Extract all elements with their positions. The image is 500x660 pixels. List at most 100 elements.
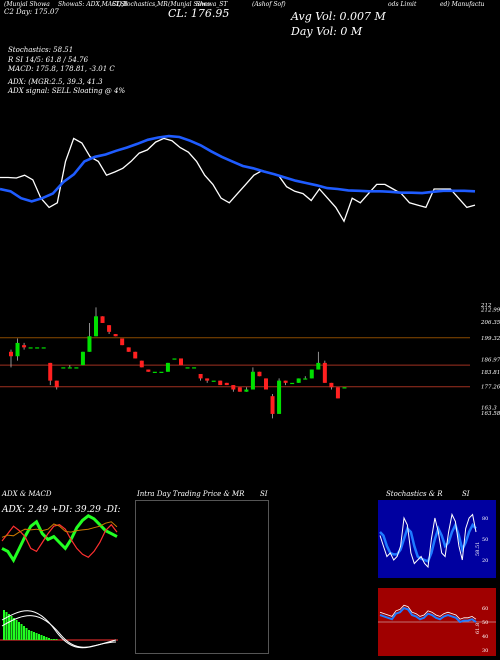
rsi-signal-line xyxy=(379,604,477,620)
candle-body xyxy=(309,369,314,379)
candle-body xyxy=(113,334,118,337)
candle-body xyxy=(283,380,288,383)
candle-body xyxy=(159,371,164,373)
candle-body xyxy=(165,362,170,372)
adx-line xyxy=(1,521,118,538)
price-tick-label: 206.35 xyxy=(480,320,500,326)
candle-body xyxy=(231,385,236,390)
candle-body xyxy=(126,347,131,352)
header-company3: ed) Manufactu xyxy=(440,1,485,8)
candle-body xyxy=(172,358,177,360)
header-nse: Showa_ST xyxy=(196,1,228,8)
macd-histogram-bar xyxy=(25,628,28,640)
candle-body xyxy=(22,345,27,348)
candle-body xyxy=(264,378,268,390)
candle-body xyxy=(257,371,262,377)
rsi-tick-label: 40 xyxy=(482,634,488,640)
macd-histogram-bar xyxy=(5,612,8,640)
macd-histogram-bar xyxy=(45,637,48,640)
rsi-tick-label: 60 xyxy=(482,606,488,612)
adx-readout: ADX: (MGR:2.5, 39.3, 41.3 xyxy=(8,78,103,86)
candle-body xyxy=(316,362,321,370)
candle-body xyxy=(74,367,79,369)
intraday-si: SI xyxy=(260,490,268,498)
price-tick-label: 163.3 xyxy=(481,405,497,411)
stoch-subpanel xyxy=(378,500,496,578)
candle-body xyxy=(9,351,13,357)
macd-histogram-bar xyxy=(30,631,33,640)
candle-body xyxy=(54,380,59,388)
price-tick-label: 186.97 xyxy=(481,358,500,364)
candle-body xyxy=(94,316,98,337)
stoch-tick-label: 80 xyxy=(482,516,488,522)
header-day-close: C2 Day: 175.07 xyxy=(4,8,59,16)
macd-signal-line xyxy=(1,615,117,648)
intraday-title: Intra Day Trading Price & MR xyxy=(137,490,245,498)
macd-histogram-bar xyxy=(8,614,10,640)
candle-body xyxy=(270,396,275,414)
adx-values: ADX: 2.49 +DI: 39.29 -DI: 41.29 xyxy=(1,505,120,515)
stochastics-readout: Stochastics: 58.51 xyxy=(8,46,74,54)
price-tick-label: 199.32 xyxy=(481,336,500,342)
macd-histogram-bar xyxy=(28,630,30,640)
price-line xyxy=(0,137,476,223)
macd-histogram-bar xyxy=(48,638,50,640)
price-tick-label: 183.81 xyxy=(481,370,500,376)
macd-histogram-bar xyxy=(20,624,23,640)
candle-body xyxy=(237,387,242,392)
intraday-panel xyxy=(135,500,269,654)
candle-body xyxy=(296,378,301,383)
macd-histogram-bar xyxy=(15,620,18,640)
candle-body xyxy=(192,367,197,369)
macd-histogram-bar xyxy=(55,639,58,640)
price-tick-label: 163.58 xyxy=(481,411,500,417)
rsi-value: 61.8 xyxy=(475,623,481,634)
candle-body xyxy=(48,362,53,381)
adx-minus-di-line xyxy=(1,523,118,559)
stoch-signal-line xyxy=(379,521,477,564)
candle-body xyxy=(198,373,203,379)
stoch-title: Stochastics & R xyxy=(386,490,443,498)
candle-body xyxy=(303,378,308,380)
rsi-tick-label: 30 xyxy=(482,648,488,654)
candle-body xyxy=(244,389,249,392)
header-close-source: (Munjal Sowa xyxy=(168,1,210,8)
candle-body xyxy=(146,369,151,372)
candle-body xyxy=(250,371,255,390)
adx-signal: ADX signal: SELL Sloating @ 4% xyxy=(8,87,126,95)
header-company2: ods Limit xyxy=(388,1,417,8)
candle-body xyxy=(329,382,334,388)
price-tick-label: 212.99 xyxy=(480,308,500,314)
candle-body xyxy=(185,367,190,369)
candle-body xyxy=(205,378,210,381)
avg-vol: Avg Vol: 0.007 M xyxy=(291,10,386,23)
macd-histogram-bar xyxy=(13,618,15,640)
ma-line xyxy=(0,134,476,203)
macd-histogram-bar xyxy=(23,626,25,640)
rsi-readout: R SI 14/5: 61.8 / 54.76 xyxy=(8,56,89,64)
candle-body xyxy=(322,362,327,383)
macd-histogram-bar xyxy=(40,635,43,640)
header-source: (Munjal Showa xyxy=(4,1,50,8)
macd-histogram-bar xyxy=(43,636,45,640)
candle-body xyxy=(152,371,157,373)
adx-plus-di-line xyxy=(1,514,118,564)
price-tick-label: 212 xyxy=(480,303,492,309)
macd-histogram-bar xyxy=(50,639,53,640)
candle-body xyxy=(28,347,33,349)
candle-body xyxy=(61,367,66,369)
header-studies: SI,Stochastics,MR xyxy=(112,1,168,8)
candle-body xyxy=(224,382,229,386)
candle-body xyxy=(342,387,347,389)
macd-histogram-bar xyxy=(18,622,20,640)
macd-histogram-bar xyxy=(38,634,40,640)
rsi-line xyxy=(379,606,477,624)
rsi-tick-label: 50 xyxy=(482,620,488,626)
candle-body xyxy=(277,380,282,414)
candle-body xyxy=(80,351,85,366)
candle-body xyxy=(87,336,92,352)
candle-body xyxy=(179,358,183,366)
candle-body xyxy=(67,367,72,369)
